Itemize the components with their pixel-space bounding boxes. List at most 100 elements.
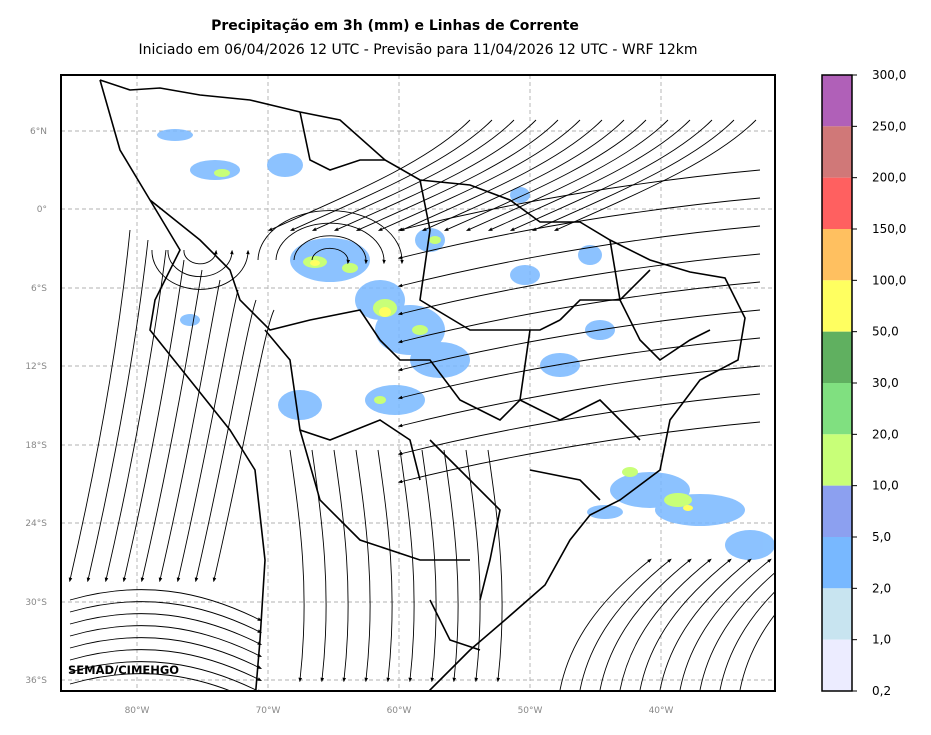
streamline xyxy=(399,449,415,683)
streamline xyxy=(397,365,761,428)
colorbar-swatch xyxy=(822,588,852,640)
streamlines xyxy=(68,119,775,691)
streamline xyxy=(397,281,761,344)
colorbar-label: 30,0 xyxy=(872,376,899,390)
streamline xyxy=(397,309,761,372)
streamline xyxy=(333,119,537,231)
streamline xyxy=(377,119,581,231)
colorbar-label: 50,0 xyxy=(872,325,899,339)
colorbar-swatch xyxy=(822,229,852,281)
colorbar-swatch xyxy=(822,126,852,178)
longitude-label: 60°W xyxy=(387,706,412,716)
streamline xyxy=(104,249,167,583)
streamline xyxy=(333,449,349,683)
streamline xyxy=(68,229,131,583)
streamline xyxy=(679,558,772,691)
streamline xyxy=(579,558,672,691)
streamline xyxy=(397,169,761,232)
streamline xyxy=(69,637,263,670)
streamline xyxy=(399,119,603,231)
streamline xyxy=(176,289,239,583)
streamline xyxy=(167,249,234,278)
colorbar-label: 150,0 xyxy=(872,222,906,236)
streamline xyxy=(739,613,775,691)
streamline xyxy=(421,119,625,231)
colorbar-swatch xyxy=(822,331,852,383)
latitude-labels: 6°N 0° 6°S 12°S 18°S 24°S 30°S 36°S xyxy=(25,127,47,686)
colorbar-label: 300,0 xyxy=(872,68,906,82)
streamline xyxy=(397,253,761,316)
colorbar-swatch xyxy=(822,177,852,229)
streamline xyxy=(158,279,221,583)
streamline xyxy=(69,601,263,634)
colorbar-swatch xyxy=(822,485,852,537)
colorbar-label: 5,0 xyxy=(872,530,891,544)
streamline xyxy=(289,119,493,231)
streamline xyxy=(183,249,218,265)
streamline xyxy=(553,119,757,231)
streamline xyxy=(69,649,263,682)
longitude-label: 70°W xyxy=(256,706,281,716)
streamline xyxy=(69,661,263,691)
streamline xyxy=(194,299,257,583)
streamline xyxy=(275,222,386,265)
colorbar-swatch xyxy=(822,75,852,127)
streamline xyxy=(311,247,351,265)
colorbar-label: 250,0 xyxy=(872,119,906,133)
colorbar-swatch xyxy=(822,280,852,332)
streamline xyxy=(531,119,735,231)
streamline xyxy=(257,210,404,265)
streamline xyxy=(397,393,761,456)
colorbar-swatch xyxy=(822,383,852,435)
streamline xyxy=(311,449,327,683)
colorbar xyxy=(821,74,853,692)
streamline xyxy=(140,269,203,583)
streamline xyxy=(487,449,503,683)
credit-label: SEMAD/CIMEHGO xyxy=(68,663,180,677)
streamline xyxy=(559,558,652,691)
streamline xyxy=(69,673,232,691)
streamline xyxy=(719,590,775,691)
colorbar-label: 20,0 xyxy=(872,427,899,441)
streamline xyxy=(355,119,559,231)
map-title: Precipitação em 3h (mm) e Linhas de Corr… xyxy=(211,18,579,34)
colorbar-label: 100,0 xyxy=(872,273,906,287)
map-frame xyxy=(60,74,776,692)
streamline xyxy=(421,449,437,683)
streamline xyxy=(86,239,149,583)
streamline xyxy=(509,119,713,231)
streamline xyxy=(397,225,761,288)
longitude-labels: 80°W 70°W 60°W 50°W 40°W xyxy=(125,706,674,716)
longitude-label: 40°W xyxy=(649,706,674,716)
longitude-label: 80°W xyxy=(125,706,150,716)
country-borders xyxy=(99,79,746,691)
streamline xyxy=(397,421,761,484)
latitude-label: 36°S xyxy=(25,676,47,686)
latitude-label: 12°S xyxy=(25,362,47,372)
latitude-label: 18°S xyxy=(25,441,47,451)
streamline xyxy=(377,449,393,683)
latitude-label: 24°S xyxy=(25,519,47,529)
latitude-label: 0° xyxy=(37,205,47,215)
streamline xyxy=(487,119,691,231)
streamline xyxy=(639,558,732,691)
streamline xyxy=(69,625,263,658)
colorbar-swatch xyxy=(822,537,852,589)
colorbar-label: 0,2 xyxy=(872,684,891,698)
latitude-label: 6°S xyxy=(31,284,47,294)
streamline xyxy=(465,119,669,231)
map-subtitle: Iniciado em 06/04/2026 12 UTC - Previsão… xyxy=(138,42,698,58)
colorbar-swatch xyxy=(822,434,852,486)
streamline xyxy=(659,558,752,691)
streamline xyxy=(465,449,481,683)
colorbar-label: 200,0 xyxy=(872,171,906,185)
latitude-label: 30°S xyxy=(25,598,47,608)
streamline xyxy=(289,449,305,683)
colorbar-label: 1,0 xyxy=(872,633,891,647)
map-panel xyxy=(61,75,775,691)
streamline xyxy=(443,449,459,683)
streamline xyxy=(397,197,761,260)
streamline xyxy=(267,119,471,231)
streamline xyxy=(151,249,250,290)
